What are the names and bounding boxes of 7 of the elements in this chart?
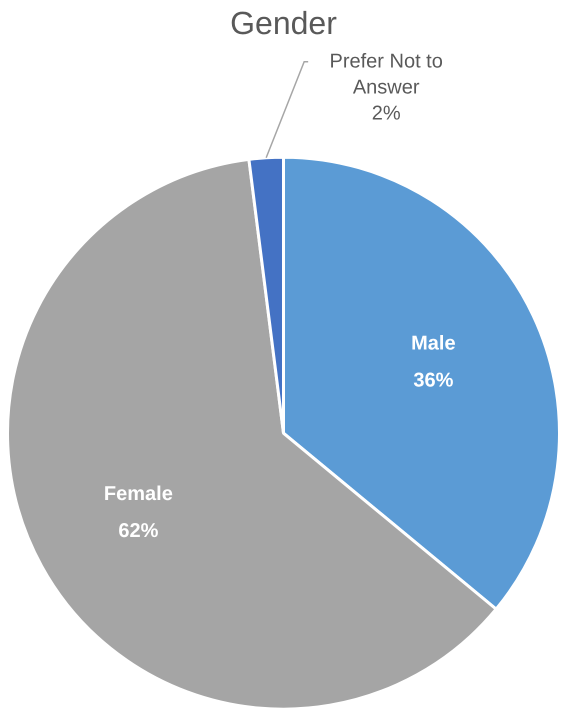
slice-label: Prefer Not to Answer xyxy=(329,50,443,98)
data-label: 2% xyxy=(372,102,401,124)
data-label: 62% xyxy=(118,520,159,542)
slice-label: Male xyxy=(411,332,456,355)
chart-title: Gender xyxy=(230,5,338,42)
data-label: 36% xyxy=(413,370,454,392)
slice-label: Female xyxy=(104,482,173,505)
